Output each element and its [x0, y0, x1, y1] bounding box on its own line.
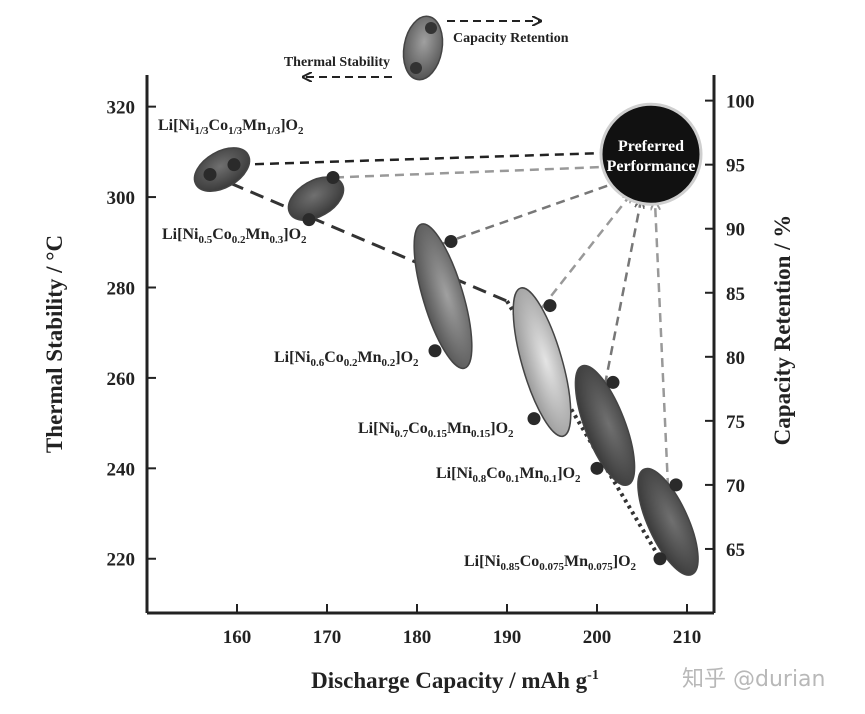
legend-retention-dot [425, 22, 437, 34]
watermark: 知乎 @durian [682, 667, 825, 692]
x-tick-label: 200 [583, 627, 612, 648]
y-right-tick-label: 95 [726, 156, 745, 177]
composition-label: Li[Ni0.7Co0.15Mn0.15]O2 [358, 420, 514, 440]
preferred-circle [599, 102, 703, 206]
y-right-tick-label: 75 [726, 412, 745, 433]
x-tick-label: 170 [313, 627, 342, 648]
x-axis-title: Discharge Capacity / mAh g-1 [311, 668, 599, 693]
composition-label: Li[Ni0.6Co0.2Mn0.2]O2 [274, 349, 419, 369]
improvement-arrow [334, 166, 623, 179]
y-left-tick-label: 240 [107, 459, 136, 480]
y-left-tick-label: 300 [107, 188, 136, 209]
composition-label: Li[Ni0.85Co0.075Mn0.075]O2 [464, 553, 637, 573]
x-tick-label: 180 [403, 627, 432, 648]
improvement-arrow [442, 180, 623, 245]
y-right-tick-label: 65 [726, 540, 745, 561]
composition-ellipse [287, 176, 345, 221]
composition-ellipse [574, 364, 636, 486]
composition-ellipse [413, 223, 473, 370]
retention-point [444, 235, 458, 249]
thermal-point [302, 213, 316, 227]
thermal-point [653, 552, 667, 566]
data-points [193, 147, 699, 576]
composition-ellipse [637, 467, 699, 576]
retention-point [669, 478, 683, 492]
improvement-arrows [239, 152, 670, 487]
x-tick-label: 190 [493, 627, 522, 648]
retention-point [227, 158, 241, 172]
preferred-performance: Preferred Performance [599, 102, 703, 206]
y-left-tick-label: 280 [107, 278, 136, 299]
composition-label: Li[Ni0.8Co0.1Mn0.1]O2 [436, 465, 581, 485]
y-right-tick-label: 80 [726, 348, 745, 369]
thermal-point [590, 461, 604, 475]
improvement-arrow [239, 152, 629, 166]
preferred-label-line1: Preferred [618, 138, 684, 155]
preferred-label-line2: Performance [607, 158, 696, 175]
y-right-tick-label: 85 [726, 284, 745, 305]
y-right-axis-title: Capacity Retention / % [770, 215, 795, 446]
y-left-ticks: 220 240 260 280 300 320 [107, 98, 156, 571]
retention-point [606, 375, 620, 389]
improvement-arrow [541, 194, 631, 309]
y-left-tick-label: 320 [107, 98, 136, 119]
composition-labels: Li[Ni1/3Co1/3Mn1/3]O2 Li[Ni0.5Co0.2Mn0.3]… [158, 117, 637, 573]
composition-ellipse [512, 287, 572, 438]
y-left-axis-title: Thermal Stability / °C [42, 235, 67, 453]
x-tick-label: 210 [673, 627, 702, 648]
legend-ellipse [402, 15, 444, 81]
composition-label: Li[Ni0.5Co0.2Mn0.3]O2 [162, 226, 307, 246]
x-tick-label: 160 [223, 627, 252, 648]
thermal-point [203, 167, 217, 181]
top-legend: Capacity Retention Thermal Stability [284, 15, 569, 83]
retention-point [543, 299, 557, 313]
improvement-arrow [655, 202, 670, 487]
legend-thermal-dot [410, 62, 422, 74]
x-ticks: 160 170 180 190 200 210 [223, 604, 702, 648]
y-right-tick-label: 70 [726, 476, 745, 497]
composition-ellipse [193, 147, 251, 192]
legend-thermal-label: Thermal Stability [284, 55, 390, 70]
y-left-tick-label: 220 [107, 550, 136, 571]
retention-point [326, 170, 340, 184]
composition-label: Li[Ni1/3Co1/3Mn1/3]O2 [158, 117, 304, 137]
thermal-point [527, 412, 541, 426]
improvement-arrow [603, 200, 641, 385]
legend-retention-label: Capacity Retention [453, 31, 569, 46]
y-right-tick-label: 100 [726, 92, 755, 113]
y-left-tick-label: 260 [107, 369, 136, 390]
y-right-ticks: 65 70 75 80 85 90 95 100 [705, 92, 755, 561]
y-right-tick-label: 90 [726, 220, 745, 241]
thermal-point [428, 344, 442, 358]
